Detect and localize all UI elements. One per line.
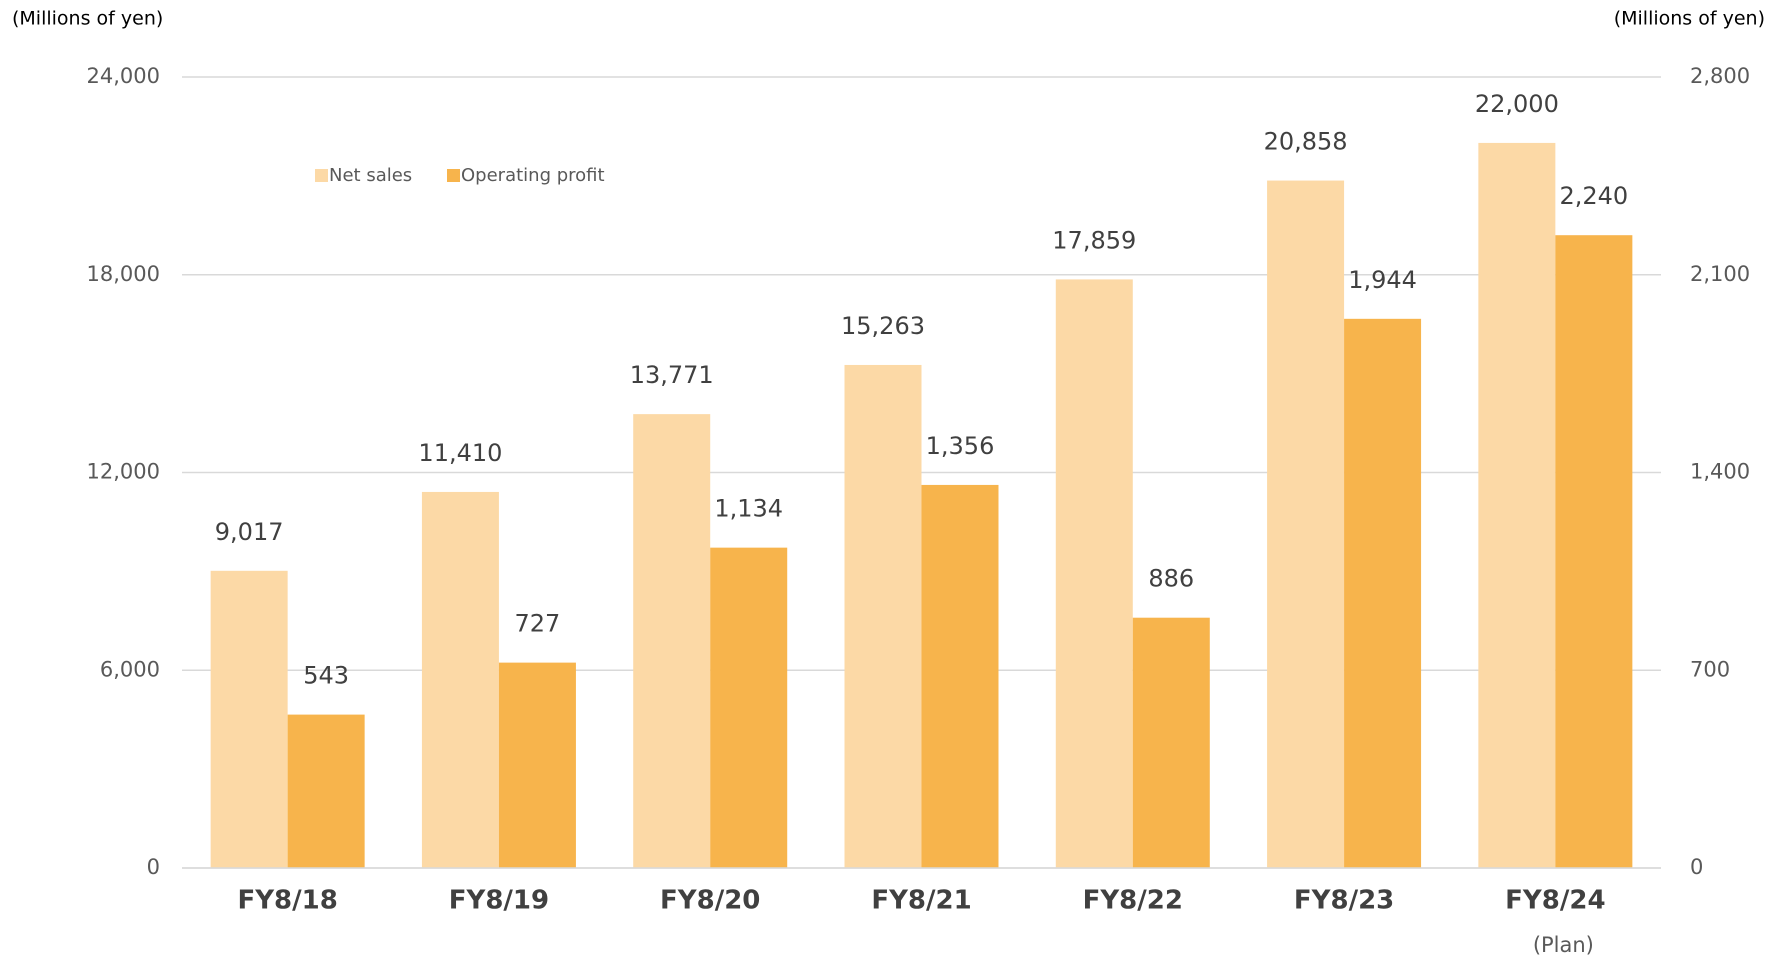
bar [710, 547, 788, 868]
data-label: 9,017 [215, 518, 284, 546]
legend-label: Net sales [329, 165, 412, 186]
y2-axis-label: (Millions of yen) [1614, 8, 1765, 30]
annotation: (Plan) [1533, 933, 1594, 957]
y2-tick-label: 0 [1690, 855, 1703, 879]
data-label: 15,263 [841, 312, 925, 340]
x-tick-label: FY8/19 [449, 886, 549, 916]
data-label: 22,000 [1475, 90, 1559, 118]
data-label: 886 [1148, 565, 1194, 593]
y-tick-label: 24,000 [87, 64, 160, 88]
y-tick-label: 6,000 [100, 657, 160, 681]
bar [210, 570, 288, 868]
bar [844, 364, 922, 868]
bar [633, 414, 711, 868]
bar [1132, 617, 1210, 868]
data-label: 13,771 [630, 361, 714, 389]
x-tick-label: FY8/22 [1083, 886, 1183, 916]
y-axis-label: (Millions of yen) [12, 8, 163, 30]
bar [1478, 142, 1556, 868]
data-label: 1,134 [714, 495, 783, 523]
data-label: 543 [303, 662, 349, 690]
bar [1267, 180, 1345, 869]
bar [421, 491, 499, 868]
bar [1344, 318, 1422, 868]
data-label: 11,410 [418, 439, 502, 467]
bar [498, 662, 576, 868]
x-tick-label: FY8/20 [660, 886, 760, 916]
x-tick-label: FY8/21 [871, 886, 971, 916]
y-tick-label: 0 [147, 855, 160, 879]
data-label: 727 [515, 610, 561, 638]
bar [287, 714, 365, 868]
y-tick-label: 18,000 [87, 262, 160, 286]
bar [1055, 279, 1133, 869]
data-label: 2,240 [1559, 182, 1628, 210]
x-tick-label: FY8/18 [237, 886, 337, 916]
data-label: 1,356 [926, 432, 995, 460]
data-label: 1,944 [1348, 266, 1417, 294]
data-label: 17,859 [1052, 226, 1136, 254]
legend-swatch [315, 169, 328, 182]
bar [1555, 235, 1633, 868]
y2-tick-label: 2,100 [1690, 262, 1750, 286]
y2-tick-label: 2,800 [1690, 64, 1750, 88]
legend-label: Operating profit [461, 165, 605, 186]
bar [921, 484, 999, 868]
y2-tick-label: 700 [1690, 657, 1730, 681]
data-label: 20,858 [1264, 128, 1348, 156]
y2-tick-label: 1,400 [1690, 460, 1750, 484]
legend-swatch [447, 169, 460, 182]
x-tick-label: FY8/24 [1505, 886, 1605, 916]
y-tick-label: 12,000 [87, 460, 160, 484]
x-tick-label: FY8/23 [1294, 886, 1394, 916]
